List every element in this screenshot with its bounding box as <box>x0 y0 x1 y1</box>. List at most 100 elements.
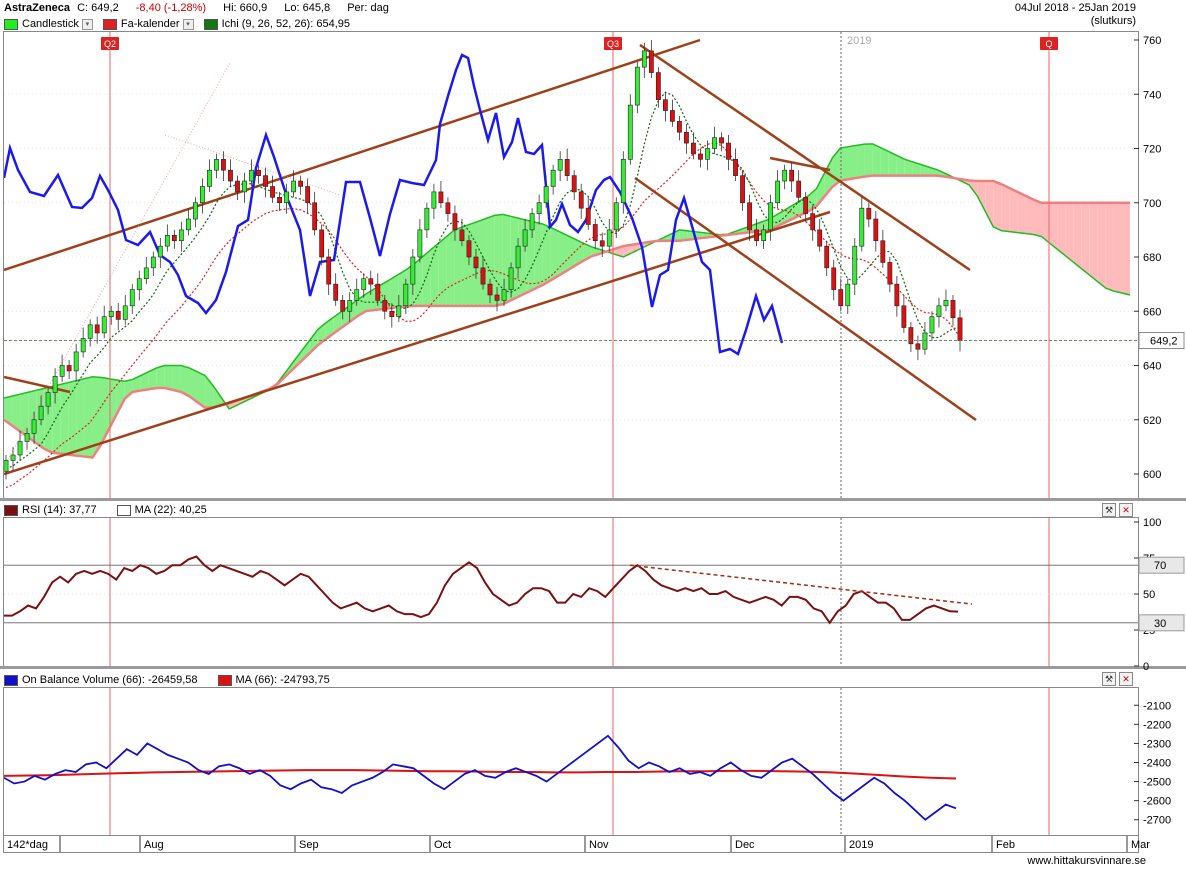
candle <box>803 197 809 214</box>
obv-axis-label: -2200 <box>1143 719 1171 731</box>
candle <box>326 256 332 285</box>
legend-rsi-ma[interactable]: MA (22): 40,25 <box>116 503 207 517</box>
legend-rsi[interactable]: RSI (14): 37,77 <box>4 503 97 517</box>
price-axis-label: 620 <box>1143 415 1161 427</box>
candle <box>45 392 51 407</box>
ichimoku-cloud-segment <box>430 243 439 306</box>
ichimoku-cloud-segment <box>494 214 503 306</box>
candle <box>733 159 738 176</box>
ichimoku-cloud-segment <box>977 181 986 212</box>
candle <box>389 310 395 317</box>
price-axis-label: 660 <box>1143 306 1161 318</box>
candle <box>214 159 219 171</box>
ichimoku-cloud-segment <box>213 385 222 408</box>
candle <box>466 240 472 258</box>
candle <box>94 324 100 334</box>
close-label: C: <box>77 2 89 14</box>
period-value: dag <box>370 2 389 14</box>
ichimoku-cloud-segment <box>188 367 198 402</box>
legend-ichi[interactable]: Ichi (9, 26, 52, 26): 654,95 <box>203 17 350 31</box>
ichimoku-cloud-segment <box>124 379 133 399</box>
legend-obv-ma[interactable]: MA (66): -24793,75 <box>217 673 330 687</box>
candle <box>789 169 795 182</box>
candle <box>599 240 605 247</box>
ichimoku-cloud-segment <box>486 215 495 306</box>
ichimoku-cloud-segment <box>1041 202 1050 244</box>
price-axis-label: 740 <box>1143 89 1161 101</box>
legend-rsi-label: RSI (14): 37,77 <box>22 504 97 516</box>
candle <box>178 229 184 242</box>
legend-obv[interactable]: On Balance Volume (66): -26459,58 <box>4 673 198 687</box>
ichimoku-cloud-segment <box>100 377 109 446</box>
time-axis-label: Feb <box>996 839 1015 851</box>
candle <box>200 186 205 204</box>
candle <box>817 229 823 247</box>
candle <box>592 224 598 242</box>
ichimoku-cloud-segment <box>1001 184 1010 232</box>
ichimoku-cloud-segment <box>446 229 455 306</box>
close-icon[interactable]: ✕ <box>1119 672 1133 686</box>
period-label: Per: <box>347 2 368 14</box>
candle <box>17 441 23 456</box>
candle <box>515 245 521 269</box>
candle <box>291 180 297 193</box>
rsi-axis-label: 100 <box>1143 517 1161 529</box>
candle <box>585 207 591 225</box>
candle <box>852 245 858 285</box>
ichimoku-cloud-segment <box>872 143 881 176</box>
candle <box>536 202 542 214</box>
candle <box>24 433 30 442</box>
candle <box>66 365 72 372</box>
obv-axis-label: -2600 <box>1143 796 1171 808</box>
ichimoku-cloud-segment <box>864 143 873 177</box>
candle <box>669 110 675 122</box>
ichimoku-cloud-segment <box>856 144 865 178</box>
ichimoku-cloud-segment <box>293 350 302 369</box>
ichimoku-cloud-segment <box>840 146 849 181</box>
ichimoku-cloud-segment <box>229 400 238 409</box>
report-marker <box>1040 37 1058 50</box>
time-axis-frame <box>3 835 1139 853</box>
ichimoku-cloud-segment <box>985 181 994 227</box>
wrench-icon[interactable]: ⚒ <box>1102 503 1116 517</box>
candle <box>782 169 788 182</box>
ichimoku-cloud-segment <box>679 229 688 241</box>
candle <box>473 256 479 269</box>
legend-candlestick[interactable]: Candlestick ▾ <box>4 17 93 31</box>
ichimoku-cloud-segment <box>68 380 77 456</box>
high-value: 660,9 <box>239 2 268 14</box>
candle <box>641 50 647 68</box>
ichimoku-cloud-segment <box>534 222 543 289</box>
ichimoku-cloud-segment <box>116 379 125 415</box>
low-value: 645,8 <box>302 2 331 14</box>
ichimoku-cloud-segment <box>896 155 905 176</box>
chevron-down-icon[interactable]: ▾ <box>182 18 194 30</box>
ichimoku-cloud-segment <box>1049 202 1058 250</box>
date-range-note: (slutkurs) <box>1090 15 1136 27</box>
candle <box>620 159 626 204</box>
close-icon[interactable]: ✕ <box>1119 503 1133 517</box>
legend-fa-kalender[interactable]: Fa-kalender ▾ <box>102 17 194 31</box>
candle <box>726 142 731 160</box>
ichimoku-cloud-segment <box>454 226 463 306</box>
candle <box>662 99 668 111</box>
ichimoku-kijun-line <box>5 142 961 489</box>
ichi-swatch <box>203 18 218 30</box>
candle <box>417 229 423 258</box>
chevron-down-icon[interactable]: ▾ <box>81 18 93 30</box>
candle <box>192 202 198 220</box>
rsi-axis-label: 0 <box>1143 661 1149 673</box>
candle <box>775 180 781 204</box>
obv-axis-label: -2700 <box>1143 815 1171 827</box>
close-value: 649,2 <box>91 2 119 14</box>
ichimoku-cloud-segment <box>1089 202 1098 282</box>
candle <box>578 191 584 209</box>
candle <box>480 267 486 285</box>
candle <box>810 213 816 231</box>
time-axis-label: 2019 <box>849 839 873 851</box>
candle <box>410 256 416 285</box>
wrench-icon[interactable]: ⚒ <box>1102 672 1116 686</box>
obv-legend: On Balance Volume (66): -26459,58 MA (66… <box>4 673 330 687</box>
ichimoku-cloud-segment <box>848 145 857 180</box>
